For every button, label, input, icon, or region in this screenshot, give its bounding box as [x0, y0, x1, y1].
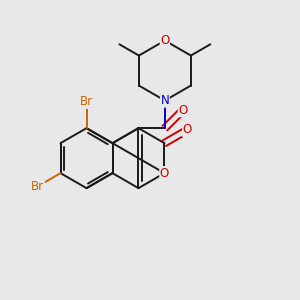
Text: O: O — [178, 103, 188, 117]
Text: O: O — [183, 124, 192, 136]
Text: O: O — [160, 167, 169, 180]
Text: Br: Br — [80, 95, 93, 108]
Text: Br: Br — [31, 180, 44, 193]
Text: O: O — [160, 34, 170, 47]
Text: N: N — [160, 94, 169, 107]
